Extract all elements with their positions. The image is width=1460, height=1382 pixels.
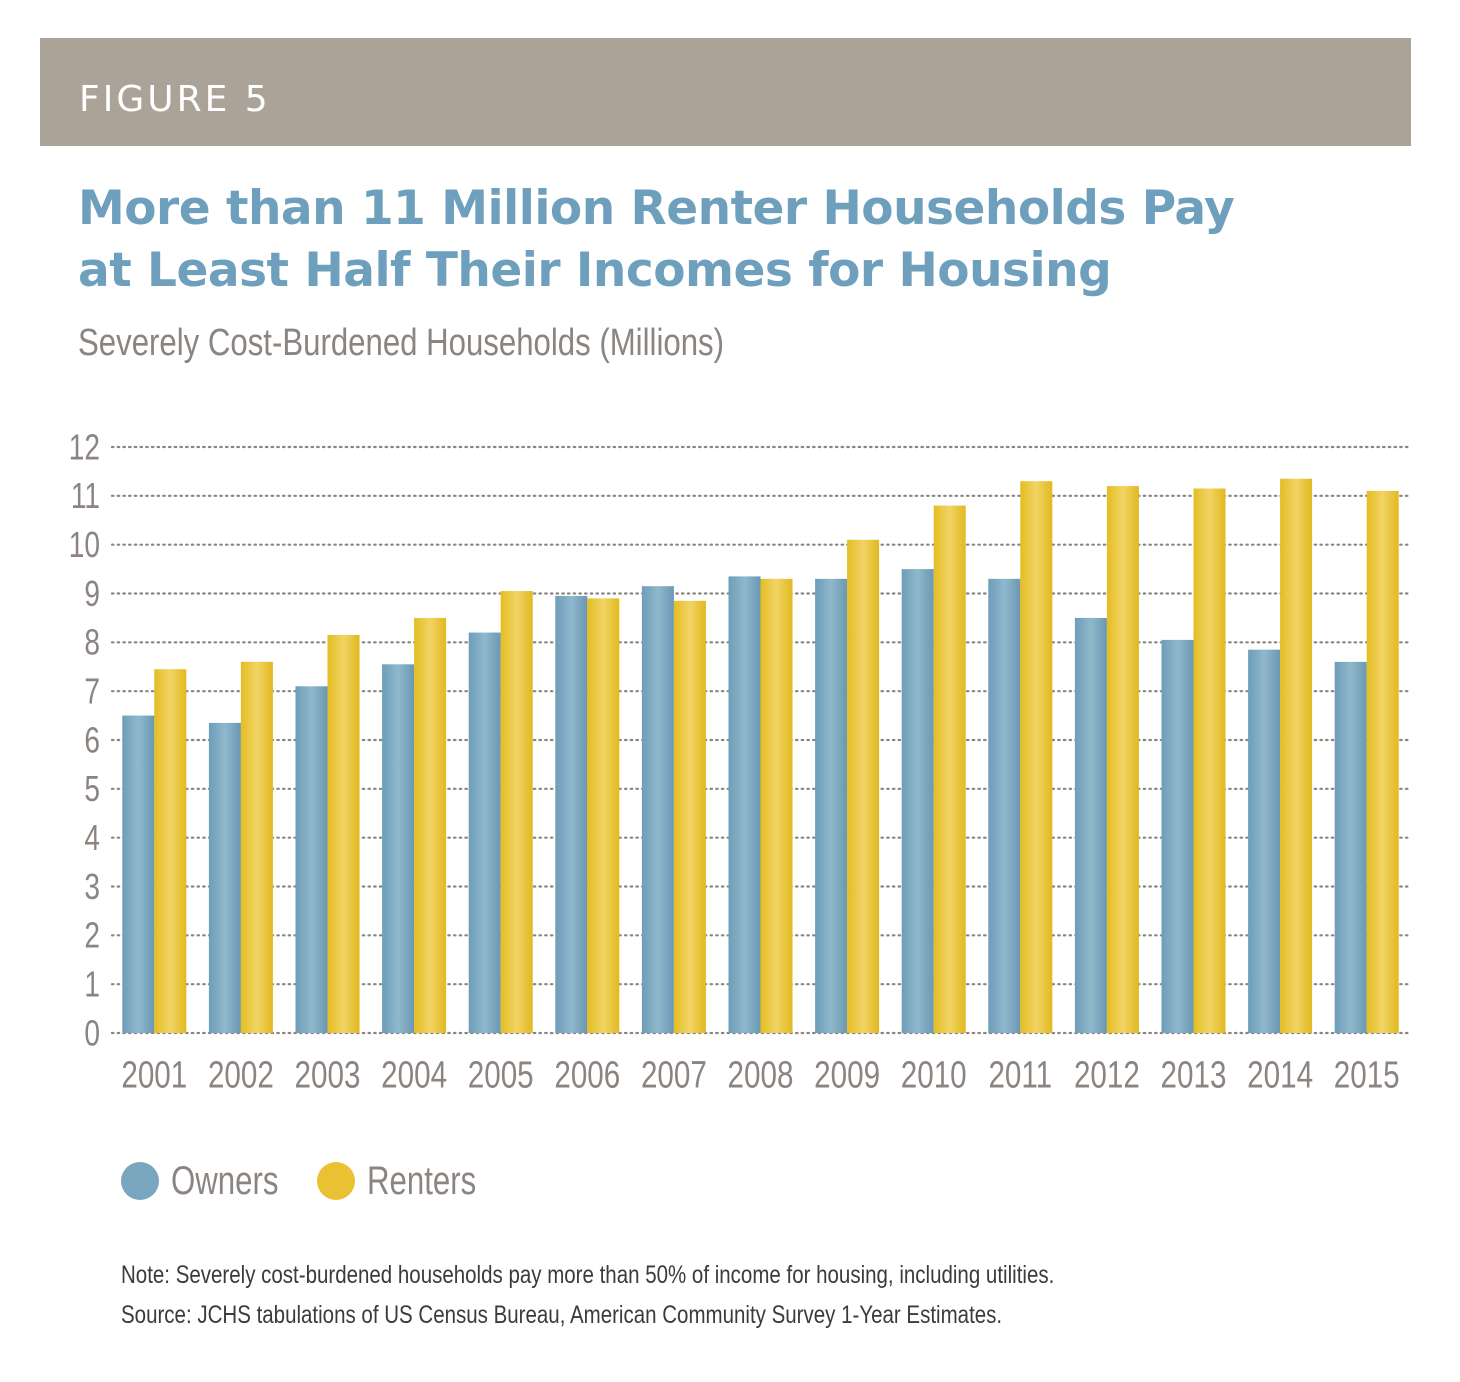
owners-bar-2001 xyxy=(122,715,155,1033)
owners-bar-2013 xyxy=(1161,639,1194,1033)
x-tick-label: 2003 xyxy=(295,1054,361,1096)
x-tick-label: 2009 xyxy=(814,1054,880,1096)
renters-bar-2010 xyxy=(933,505,966,1034)
figure-label: FIGURE 5 xyxy=(79,79,271,120)
renters-bar-2006 xyxy=(587,598,620,1033)
y-tick-label: 9 xyxy=(84,573,100,613)
x-tick-label: 2014 xyxy=(1247,1054,1313,1096)
y-tick-label: 12 xyxy=(69,427,100,467)
owners-swatch xyxy=(121,1162,159,1200)
legend-item-renters: Renters xyxy=(317,1159,485,1204)
renters-bar-2005 xyxy=(500,591,533,1033)
owners-bar-2012 xyxy=(1074,617,1107,1033)
x-tick-label: 2006 xyxy=(554,1054,620,1096)
y-tick-label: 10 xyxy=(69,525,100,565)
renters-bar-2007 xyxy=(673,600,706,1033)
y-tick-label: 3 xyxy=(84,866,100,906)
renters-bar-2004 xyxy=(414,617,447,1033)
renters-bar-2008 xyxy=(760,578,793,1033)
owners-bar-2010 xyxy=(901,569,934,1033)
x-tick-label: 2013 xyxy=(1161,1054,1227,1096)
chart-title-line-1: More than 11 Million Renter Households P… xyxy=(78,181,1235,236)
renters-bar-2013 xyxy=(1193,488,1226,1034)
x-tick-label: 2002 xyxy=(208,1054,274,1096)
y-tick-label: 2 xyxy=(84,915,100,955)
owners-bar-2009 xyxy=(815,578,848,1033)
x-tick-label: 2012 xyxy=(1074,1054,1140,1096)
owners-bar-2008 xyxy=(728,576,761,1033)
figure-header-band: FIGURE 5 xyxy=(40,38,1411,146)
renters-bar-2015 xyxy=(1366,490,1399,1033)
y-tick-label: 8 xyxy=(84,622,100,662)
renters-bar-2012 xyxy=(1106,486,1139,1034)
renters-bar-2011 xyxy=(1020,481,1053,1033)
chart-title: More than 11 Million Renter Households P… xyxy=(78,178,1418,302)
x-tick-label: 2010 xyxy=(901,1054,967,1096)
x-tick-label: 2004 xyxy=(381,1054,447,1096)
owners-bar-2011 xyxy=(988,578,1021,1033)
x-axis-ticks: 2001 2002 2003 2004 2005 2006 2007 2008 2009 2010… xyxy=(121,1054,1399,1096)
renters-bar-2002 xyxy=(240,661,273,1033)
y-tick-label: 6 xyxy=(84,720,100,760)
owners-bar-2014 xyxy=(1248,649,1281,1033)
owners-bar-2006 xyxy=(555,595,588,1033)
owners-bar-2005 xyxy=(468,632,501,1033)
y-tick-label: 4 xyxy=(84,818,100,858)
chart-subtitle: Severely Cost-Burdened Households (Milli… xyxy=(78,322,724,364)
renters-bar-2001 xyxy=(154,669,187,1033)
renters-bar-2014 xyxy=(1280,478,1313,1033)
renters-swatch xyxy=(317,1162,355,1200)
x-tick-label: 2001 xyxy=(121,1054,187,1096)
legend: Owners Renters xyxy=(121,1156,513,1206)
x-tick-label: 2007 xyxy=(641,1054,707,1096)
x-tick-label: 2008 xyxy=(728,1054,794,1096)
legend-label-owners: Owners xyxy=(171,1158,279,1203)
y-tick-label: 11 xyxy=(71,476,100,516)
owners-bar-2015 xyxy=(1334,661,1367,1033)
owners-bar-2003 xyxy=(295,686,328,1033)
y-tick-label: 1 xyxy=(84,964,100,1004)
legend-item-owners: Owners xyxy=(121,1159,289,1204)
bars xyxy=(122,478,1399,1034)
chart-notes: Note: Severely cost-burdened households … xyxy=(121,1255,1259,1335)
owners-bar-2007 xyxy=(641,586,674,1033)
y-tick-label: 0 xyxy=(84,1013,100,1053)
legend-label-renters: Renters xyxy=(367,1158,477,1203)
owners-bar-2004 xyxy=(382,664,415,1033)
y-tick-label: 5 xyxy=(84,769,100,809)
x-tick-label: 2015 xyxy=(1334,1054,1400,1096)
owners-bar-2002 xyxy=(208,722,241,1033)
x-tick-label: 2011 xyxy=(988,1054,1052,1096)
x-tick-label: 2005 xyxy=(468,1054,534,1096)
renters-bar-2003 xyxy=(327,635,360,1033)
chart-title-line-2: at Least Half Their Incomes for Housing xyxy=(78,243,1112,298)
note-text: Note: Severely cost-burdened households … xyxy=(121,1261,1055,1289)
renters-bar-2009 xyxy=(847,539,880,1033)
source-text: Source: JCHS tabulations of US Census Bu… xyxy=(121,1301,1003,1329)
y-tick-label: 7 xyxy=(84,671,100,711)
